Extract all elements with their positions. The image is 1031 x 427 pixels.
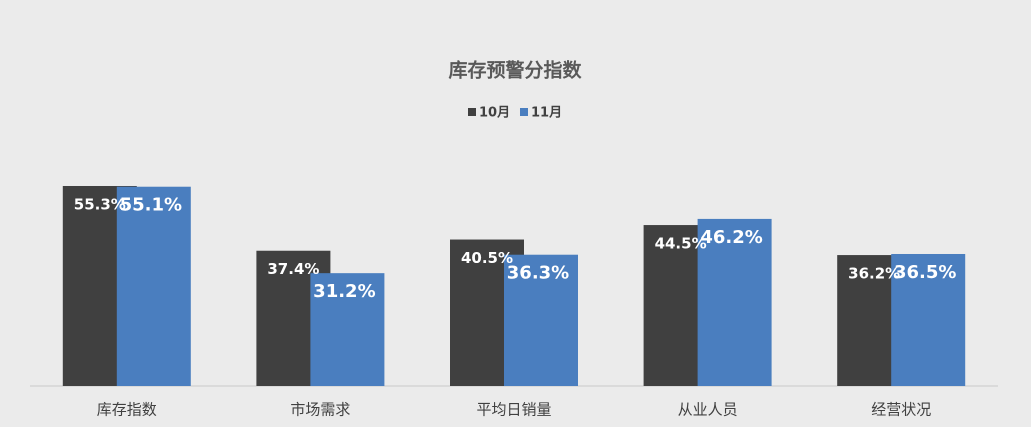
x-tick-label: 经营状况 [871, 401, 931, 419]
x-tick-label: 库存指数 [97, 401, 157, 419]
x-tick-label: 平均日销量 [476, 401, 551, 419]
bar [116, 186, 191, 386]
value-label: 36.3% [507, 263, 569, 284]
value-label: 44.5% [655, 235, 707, 253]
x-tick-label: 市场需求 [290, 401, 350, 419]
value-label: 40.5% [461, 249, 513, 267]
value-label: 37.4% [267, 260, 319, 278]
legend-swatch [468, 108, 476, 116]
bar [310, 273, 385, 386]
value-label: 46.2% [700, 227, 762, 248]
x-tick-label: 从业人员 [678, 401, 738, 419]
bar [697, 218, 772, 386]
value-label: 36.2% [848, 265, 900, 283]
bar [504, 254, 578, 386]
value-label: 55.1% [120, 195, 182, 216]
legend-label: 11月 [531, 106, 562, 121]
chart-title: 库存预警分指数 [448, 59, 582, 82]
bar [891, 253, 966, 386]
legend-label: 10月 [479, 106, 510, 121]
value-label: 31.2% [313, 281, 375, 302]
legend-swatch [520, 108, 528, 116]
value-label: 36.5% [894, 262, 956, 283]
value-label: 55.3% [74, 195, 126, 213]
